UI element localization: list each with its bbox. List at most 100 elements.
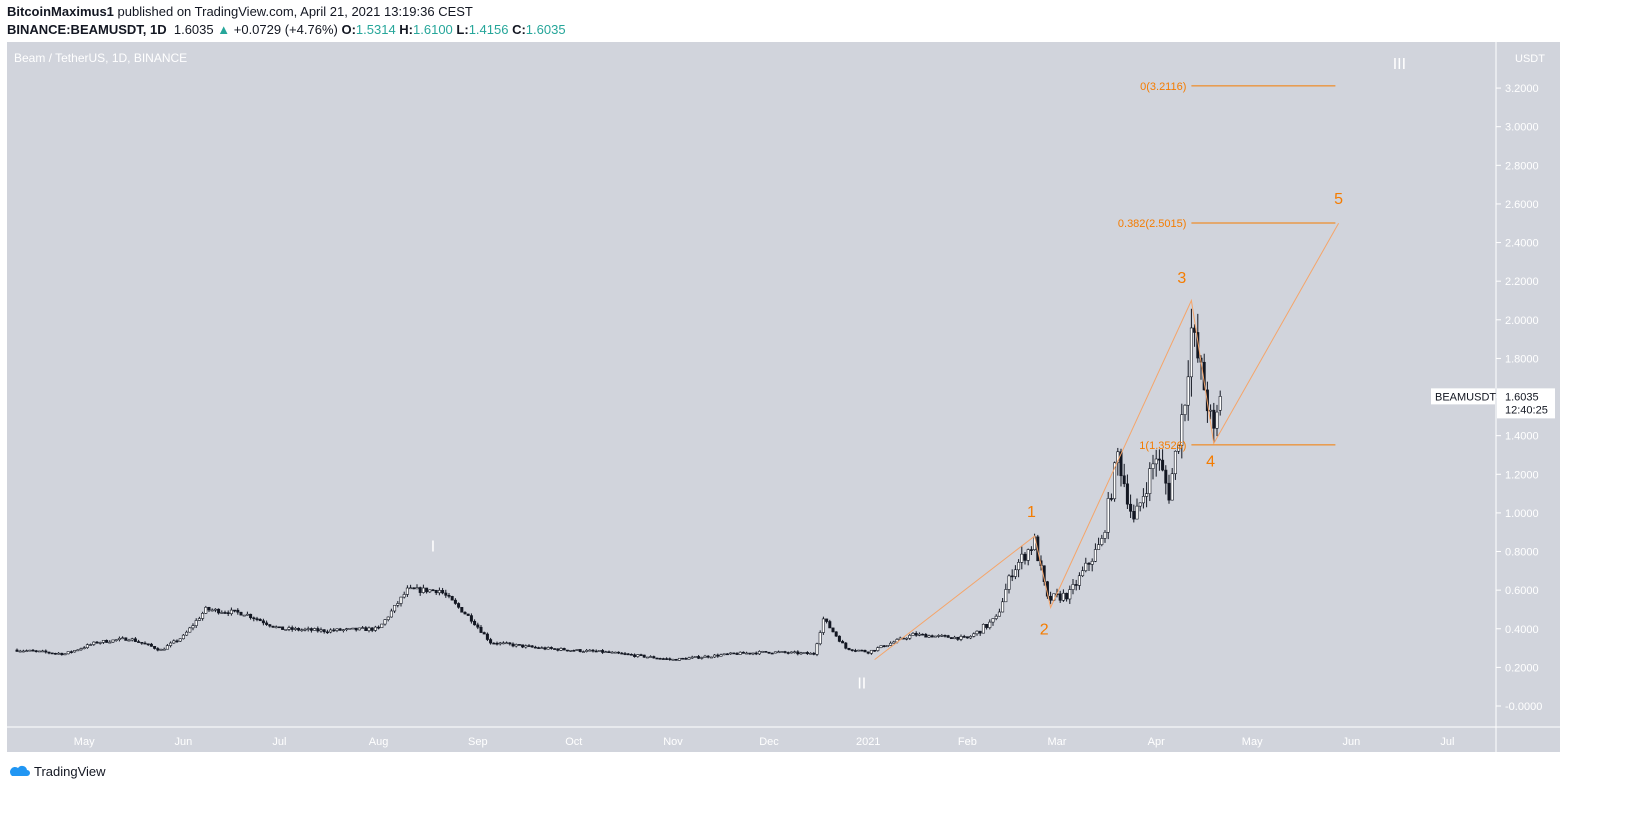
- candle-body: [761, 651, 765, 653]
- candle-body: [505, 642, 509, 645]
- candle-body: [425, 587, 429, 593]
- candle-body: [879, 645, 883, 648]
- candle-body: [873, 649, 877, 652]
- candle-body: [578, 649, 582, 652]
- y-tick-label: 2.2000: [1505, 276, 1539, 288]
- candle-body: [66, 651, 70, 655]
- candle-body: [137, 641, 141, 643]
- candle-body: [466, 613, 470, 616]
- candle-body: [316, 628, 320, 632]
- candle-body: [143, 642, 147, 645]
- candle-body: [1100, 538, 1104, 545]
- candle-body: [815, 643, 819, 655]
- candle-body: [1106, 498, 1110, 533]
- candle-body: [28, 649, 32, 652]
- candle-body: [101, 639, 105, 643]
- fib-level-label: 0.382(2.5015): [1118, 218, 1187, 230]
- candle-body: [1218, 396, 1222, 411]
- candle-body: [591, 649, 595, 652]
- change: +0.0729 (+4.76%): [233, 22, 338, 37]
- x-tick-label: 2021: [856, 736, 880, 748]
- y-tick-label: 1.0000: [1505, 508, 1539, 520]
- candle-body: [1090, 560, 1094, 565]
- candle-body: [604, 651, 608, 653]
- candle-body: [793, 651, 797, 654]
- candle-body: [581, 651, 585, 653]
- up-arrow-icon: ▲: [217, 22, 231, 37]
- candle-body: [271, 625, 275, 628]
- candle-body: [866, 651, 870, 654]
- candle-body: [642, 654, 646, 658]
- candle-body: [757, 651, 761, 655]
- candle-body: [562, 648, 566, 651]
- candle-body: [1068, 589, 1072, 600]
- candle-body: [354, 627, 358, 631]
- candle-body: [623, 653, 627, 655]
- candle-body: [450, 596, 454, 601]
- candle-body: [1001, 601, 1005, 613]
- candle-body: [156, 648, 160, 651]
- candle-body: [729, 652, 733, 655]
- candle-body: [1183, 404, 1187, 415]
- candle-body: [117, 637, 121, 640]
- candle-body: [533, 646, 537, 649]
- candle-body: [92, 641, 96, 645]
- candle-body: [828, 621, 832, 629]
- candle-body: [194, 620, 198, 626]
- candle-body: [594, 650, 598, 653]
- candle-body: [242, 614, 246, 617]
- candle-body: [1023, 553, 1027, 561]
- candle-body: [588, 649, 592, 652]
- candle-body: [796, 651, 800, 655]
- candle-body: [911, 632, 915, 636]
- candle-body: [773, 651, 777, 654]
- candle-body: [1177, 445, 1181, 452]
- candle-body: [722, 653, 726, 656]
- candle-body: [1049, 595, 1053, 601]
- candle-body: [690, 656, 694, 659]
- candle-body: [44, 650, 48, 653]
- candle-body: [277, 626, 281, 629]
- candle-body: [114, 639, 118, 641]
- candle-body: [1132, 511, 1136, 520]
- candle-body: [169, 642, 173, 646]
- candle-body: [57, 652, 61, 655]
- candle-body: [498, 642, 502, 645]
- x-tick-label: Oct: [565, 736, 582, 748]
- candle-body: [370, 627, 374, 631]
- candle-body: [31, 649, 35, 652]
- candle-body: [847, 647, 851, 650]
- candle-body: [393, 605, 397, 612]
- candle-body: [165, 645, 169, 650]
- candle-body: [111, 639, 115, 643]
- candle-body: [559, 648, 563, 651]
- candle-body: [329, 629, 333, 633]
- candle-body: [389, 610, 393, 618]
- bar-countdown: 12:40:25: [1505, 404, 1548, 416]
- candle-body: [1029, 549, 1033, 551]
- wave-label: III: [1393, 56, 1406, 73]
- x-tick-label: Apr: [1148, 736, 1165, 748]
- low-value: 1.4156: [468, 22, 509, 37]
- candle-body: [780, 651, 784, 653]
- candle-body: [431, 589, 435, 592]
- candle-body: [1215, 411, 1219, 429]
- candle-body: [626, 653, 630, 656]
- symbol: BINANCE:BEAMUSDT, 1D: [7, 22, 167, 37]
- candle-body: [1084, 562, 1088, 572]
- candle-body: [943, 635, 947, 637]
- candle-body: [1077, 575, 1081, 586]
- candle-body: [905, 637, 909, 640]
- elliott-wave-path[interactable]: [874, 223, 1340, 661]
- fib-level-label: 1(1.3526): [1139, 440, 1186, 452]
- candle-body: [546, 647, 550, 650]
- close-value: 1.6035: [525, 22, 566, 37]
- candle-body: [511, 643, 515, 647]
- candle-body: [524, 645, 528, 648]
- candle-body: [674, 659, 678, 661]
- candle-body: [204, 606, 208, 614]
- publish-info: BitcoinMaximus1 published on TradingView…: [7, 4, 473, 19]
- candle-body: [15, 649, 19, 652]
- candle-body: [831, 627, 835, 633]
